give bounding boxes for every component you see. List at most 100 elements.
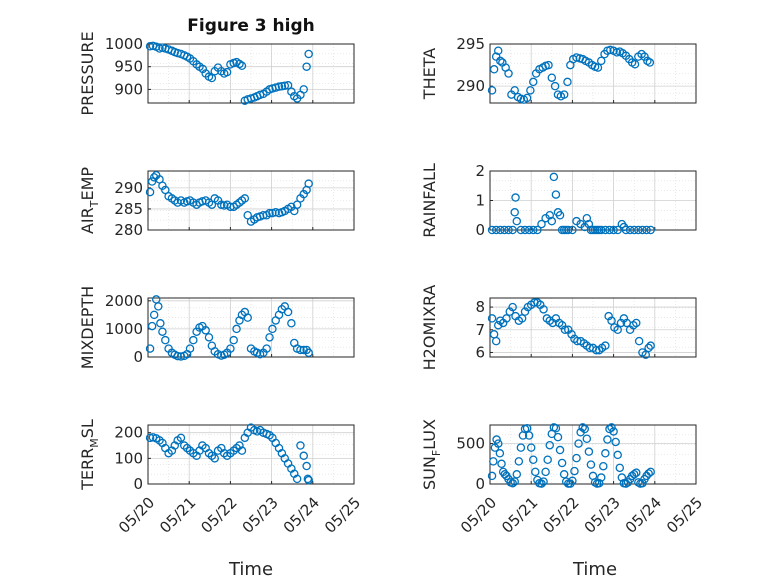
data-point [603,435,612,444]
x-tick-label: 05/21 [498,494,541,537]
data-point [512,216,522,226]
data-point [147,177,157,186]
data-point [304,179,313,188]
data-point [632,318,641,328]
data-point [611,437,620,447]
data-point [262,344,271,353]
data-point [151,295,161,304]
data-point [265,333,274,342]
data-point [304,49,313,59]
data-point [237,61,247,71]
data-point [638,225,647,235]
data-point [292,474,302,484]
data-point [493,439,503,448]
data-point [489,457,498,466]
data-point [508,225,517,235]
y-axis-label: MIXDEPTH [78,286,97,369]
data-point [533,225,542,235]
data-point [508,302,517,312]
data-point [593,63,603,72]
data-point [235,59,244,69]
data-point [625,225,635,235]
data-point [572,453,581,463]
x-tick-label: 05/23 [239,494,282,537]
data-point [497,459,506,469]
data-point [555,210,565,220]
axes-box [489,297,697,358]
data-point [607,316,616,325]
x-tick-label: 05/22 [539,494,582,537]
data-point [229,335,238,345]
data-point [547,216,557,226]
data-point [510,86,519,95]
x-tick-label: 05/25 [321,494,364,537]
y-tick-label: 290 [456,77,485,95]
data-point [524,431,534,440]
axes-box [147,43,355,104]
data-point [158,181,167,190]
data-point [296,441,305,450]
data-point [601,341,610,350]
data-point [529,225,538,235]
data-point [541,467,550,477]
data-point [514,457,524,466]
data-point [504,225,513,235]
data-point [487,225,497,235]
data-point [574,439,583,448]
data-point [287,202,296,212]
data-point [265,208,274,218]
data-point [596,473,606,482]
data-point [274,82,284,91]
data-point [642,225,651,235]
data-point [584,219,594,229]
y-tick-label: 0 [133,475,143,493]
data-point [520,225,530,235]
data-point [560,325,570,335]
data-point [487,471,497,481]
y-tick-label: 500 [456,435,485,453]
data-point [629,470,639,479]
data-point [634,225,643,235]
data-point [529,77,538,87]
data-point [634,336,644,346]
data-point [599,461,608,471]
x-tick-label: 05/24 [280,494,323,537]
y-axis-label: RAINFALL [420,163,439,238]
data-point [638,478,647,488]
data-point [145,344,155,353]
data-point [582,434,592,443]
data-point [529,455,538,465]
y-tick-label: 900 [114,80,143,98]
data-point [149,310,159,320]
subplot-6: 6 7 8 H2OMIXRA [420,285,697,370]
data-point [539,477,548,486]
data-point [545,440,554,450]
data-point [609,225,618,235]
data-point [508,478,517,488]
data-point [522,93,532,103]
data-point [277,81,287,91]
data-point [489,330,499,339]
data-point [492,435,501,444]
y-tick-label: 0 [475,221,485,239]
data-point [226,344,235,353]
data-point [504,69,513,78]
subplot-4: 0 1 2 RAINFALL [420,162,697,239]
data-point [550,81,560,91]
data-point [543,455,552,465]
data-point [283,307,293,317]
data-point [517,314,527,323]
y-tick-label: 2000 [105,292,143,310]
data-point [605,225,614,235]
x-axis-label-right: Time [572,559,617,580]
data-point [551,423,561,433]
data-point [512,470,522,479]
data-point [586,460,596,469]
data-point [154,302,163,311]
data-point [496,225,505,235]
figure-title: Figure 3 high [187,16,315,36]
data-point [493,46,503,55]
